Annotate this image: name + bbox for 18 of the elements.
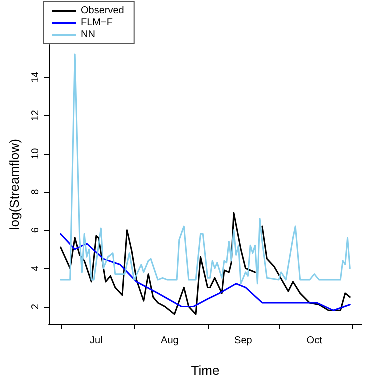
y-tick-label: 10	[30, 148, 42, 160]
y-tick-label: 12	[30, 110, 42, 122]
x-tick-label: Sep	[234, 336, 253, 346]
line-series	[60, 54, 351, 285]
y-tick-label: 6	[30, 227, 42, 234]
y-axis-title: log(Streamflow)	[7, 138, 22, 230]
x-tick-label: Aug	[161, 336, 179, 346]
y-tick-label: 4	[30, 265, 42, 272]
x-tick-label: Oct	[306, 336, 323, 346]
x-tick-label: Jul	[90, 336, 103, 346]
legend-label: FLM−F	[81, 18, 113, 28]
y-tick-label: 2	[30, 304, 42, 310]
y-tick-label: 8	[30, 188, 42, 195]
legend-label: Observed	[81, 6, 124, 16]
x-axis-title: Time	[191, 363, 220, 378]
line-series	[60, 233, 351, 312]
y-tick-label: 14	[30, 71, 42, 84]
legend-label: NN	[81, 30, 96, 40]
